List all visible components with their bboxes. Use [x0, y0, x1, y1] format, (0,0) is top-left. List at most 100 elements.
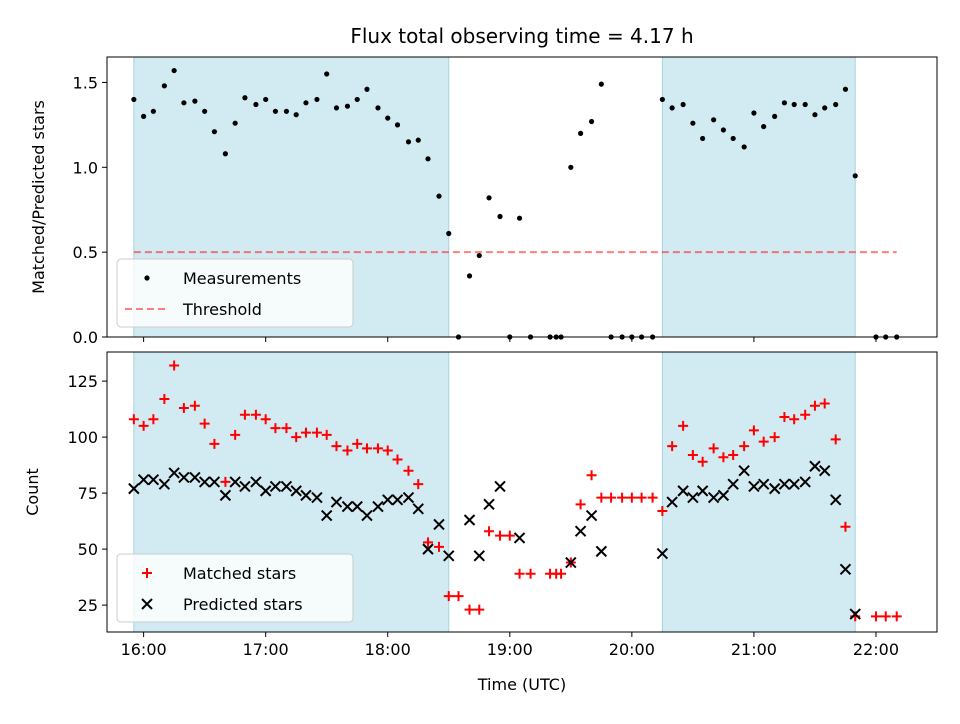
matched-star-point	[321, 429, 332, 440]
measurement-point	[324, 71, 330, 77]
x-tick-label: 20:00	[609, 640, 655, 659]
matched-star-point	[840, 521, 851, 532]
measurement-point	[354, 96, 360, 103]
matched-star-point	[128, 414, 139, 425]
measurement-point	[741, 144, 747, 150]
x-tick-label: 18:00	[365, 640, 411, 659]
top-y-tick-label: 1.5	[73, 73, 98, 92]
matched-star-point	[331, 441, 342, 452]
matched-star-point	[708, 443, 719, 454]
predicted-star-point	[290, 485, 302, 497]
predicted-star-point	[391, 494, 404, 506]
predicted-star-point	[402, 491, 415, 504]
measurement-point	[181, 100, 187, 106]
predicted-star-point	[717, 489, 730, 502]
matched-star-point	[270, 423, 281, 434]
bottom-legend	[116, 553, 354, 623]
predicted-star-point	[513, 532, 526, 544]
matched-star-point	[189, 400, 200, 411]
predicted-star-point	[696, 485, 709, 497]
matched-star-point	[830, 434, 841, 445]
predicted-star-point	[341, 500, 354, 513]
matched-star-point	[311, 427, 322, 438]
predicted-star-point	[361, 509, 373, 522]
predicted-star-point	[208, 476, 221, 488]
bottom-shaded-span-1	[662, 352, 856, 632]
measurement-point	[263, 96, 269, 103]
matched-star-point	[220, 476, 231, 487]
measurement-point	[141, 113, 147, 119]
matched-star-point	[464, 604, 475, 615]
measurement-point	[577, 130, 584, 136]
measurement-point	[588, 118, 595, 125]
measurement-point	[700, 135, 706, 142]
measurement-point	[669, 105, 675, 111]
matched-star-point	[626, 492, 637, 503]
predicted-star-point	[738, 465, 750, 477]
measurement-point	[385, 115, 391, 121]
measurement-point	[446, 230, 452, 237]
measurement-point	[211, 129, 218, 135]
measurement-point	[333, 105, 340, 111]
matched-star-point	[199, 418, 210, 429]
measurement-point	[405, 139, 412, 145]
measurement-point	[466, 273, 473, 279]
x-tick-label: 22:00	[853, 640, 899, 659]
matched-star-point	[575, 499, 586, 510]
matched-star-point	[443, 591, 454, 602]
predicted-star-point	[818, 465, 831, 477]
chart-title: Flux total observing time = 4.17 h	[350, 24, 693, 48]
predicted-star-point	[565, 556, 577, 569]
measurement-point	[516, 215, 523, 221]
predicted-star-point	[666, 496, 678, 508]
top-y-tick-label: 0.0	[73, 328, 98, 347]
matched-star-point	[342, 445, 353, 456]
matched-star-point	[636, 492, 647, 503]
measurement-point	[659, 96, 665, 103]
y-axis-label-top: Matched/Predicted stars	[29, 100, 48, 294]
measurement-point	[171, 67, 177, 74]
matched-star-point	[514, 568, 525, 579]
matched-star-point	[159, 394, 170, 405]
matched-star-point	[687, 450, 698, 461]
predicted-star-point	[219, 489, 232, 502]
legend-label: Threshold	[182, 300, 262, 319]
matched-star-point	[779, 411, 790, 422]
top-plot-frame	[106, 56, 938, 338]
predicted-star-point	[178, 471, 190, 484]
matched-star-point	[474, 604, 485, 615]
matched-star-point	[423, 537, 434, 548]
predicted-star-point	[483, 498, 495, 511]
panel-matched-ratio: 0.0 0.5 1.0 1.5 Measurements Threshold	[73, 56, 938, 347]
predicted-star-point	[382, 494, 394, 506]
matched-star-point	[434, 541, 444, 552]
predicted-star-point	[259, 485, 272, 497]
predicted-star-point	[330, 496, 343, 508]
bottom-y-tick-label: 75	[78, 484, 98, 503]
matched-star-point	[789, 414, 800, 425]
predicted-star-point	[351, 500, 363, 513]
predicted-star-point	[433, 518, 445, 531]
measurement-point	[222, 151, 228, 157]
bottom-y-tick-label: 125	[67, 372, 98, 391]
predicted-star-point	[463, 514, 476, 526]
measurement-point	[202, 108, 208, 114]
predicted-star-point	[748, 480, 760, 493]
panel-counts: 16:00 17:00 18:00 19:00 20:00 21:00 22:00 25 50 7…	[67, 351, 938, 659]
matched-star-point	[178, 403, 189, 413]
measurement-point	[680, 101, 686, 108]
matched-star-point	[372, 443, 383, 454]
matched-star-point	[870, 611, 881, 622]
measurement-point	[751, 110, 757, 116]
predicted-star-point	[656, 547, 669, 560]
measurement-point	[425, 156, 431, 162]
predicted-star-point	[300, 489, 312, 502]
legend-label: Matched stars	[183, 564, 296, 583]
predicted-star-point	[229, 476, 241, 488]
measurement-point	[192, 98, 198, 104]
matched-star-point	[586, 470, 597, 481]
predicted-star-point	[585, 509, 598, 522]
matched-star-point	[382, 445, 393, 456]
predicted-star-point	[799, 476, 811, 488]
